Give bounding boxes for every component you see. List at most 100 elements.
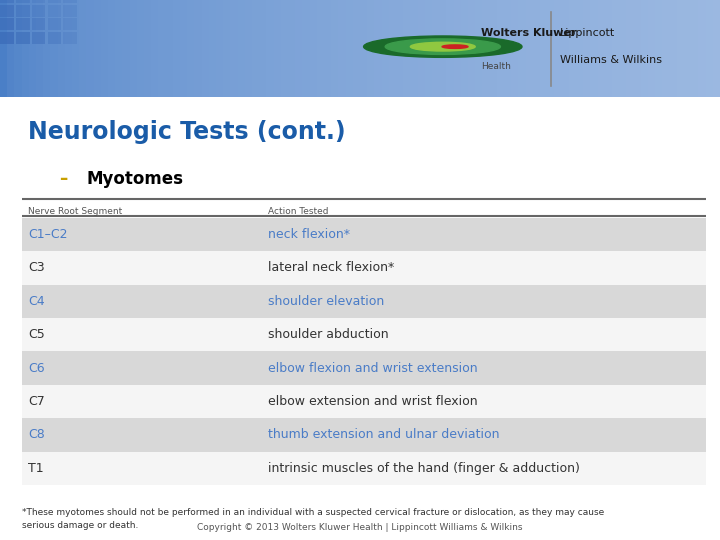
Bar [202,0,209,97]
Bar [166,0,173,97]
Bar [562,0,569,97]
Text: C3: C3 [29,261,45,274]
Bar [590,0,598,97]
Bar [497,0,504,97]
Bar [72,0,79,97]
Text: Williams & Wilkins: Williams & Wilkins [560,55,662,65]
Text: –: – [59,170,68,188]
Bar [115,0,122,97]
Bar [698,0,706,97]
Bar [691,0,698,97]
FancyBboxPatch shape [22,451,706,485]
Bar [475,0,482,97]
Bar [0,5,14,17]
Bar [151,0,158,97]
Bar [274,0,281,97]
Bar [367,0,374,97]
Bar [432,0,439,97]
Circle shape [364,36,522,57]
Bar [353,0,360,97]
Text: C5: C5 [29,328,45,341]
Bar [173,0,180,97]
Text: Copyright © 2013 Wolters Kluwer Health | Lippincott Williams & Wilkins: Copyright © 2013 Wolters Kluwer Health |… [197,523,523,532]
Bar [180,0,187,97]
Bar [374,0,382,97]
Bar [281,0,288,97]
Bar [634,0,641,97]
Bar [158,0,166,97]
Bar [547,0,554,97]
Bar [382,0,389,97]
Bar [108,0,115,97]
Bar [396,0,403,97]
Text: neck flexion*: neck flexion* [268,228,350,241]
Bar [0,18,14,30]
Bar [360,0,367,97]
Bar [655,0,662,97]
Bar [194,0,202,97]
Circle shape [442,45,468,49]
Bar [16,32,30,44]
Bar [468,0,475,97]
Text: C7: C7 [29,395,45,408]
Bar [63,5,77,17]
Bar [641,0,648,97]
Text: C4: C4 [29,295,45,308]
Bar [48,0,61,3]
FancyBboxPatch shape [22,285,706,318]
Bar [713,0,720,97]
Bar [446,0,454,97]
Bar [63,0,77,3]
Text: Myotomes: Myotomes [86,170,184,188]
FancyBboxPatch shape [22,385,706,418]
Text: shoulder elevation: shoulder elevation [268,295,384,308]
Bar [266,0,274,97]
Bar [36,0,43,97]
Bar [16,18,30,30]
Bar [583,0,590,97]
Text: C1–C2: C1–C2 [29,228,68,241]
Text: Neurologic Tests (cont.): Neurologic Tests (cont.) [29,120,346,144]
Text: Action Tested: Action Tested [268,207,328,216]
Text: lateral neck flexion*: lateral neck flexion* [268,261,394,274]
Bar [554,0,562,97]
Bar [576,0,583,97]
Text: Nerve Root Segment: Nerve Root Segment [29,207,122,216]
Text: elbow flexion and wrist extension: elbow flexion and wrist extension [268,362,477,375]
Bar [137,0,144,97]
Bar [295,0,302,97]
Bar [605,0,612,97]
Bar [48,5,61,17]
Text: C8: C8 [29,428,45,442]
Bar [209,0,216,97]
Bar [32,0,45,3]
Bar [14,0,22,97]
Bar [569,0,576,97]
Text: Lippincott: Lippincott [560,28,616,38]
Bar [540,0,547,97]
Bar [22,0,29,97]
Bar [677,0,684,97]
Bar [490,0,497,97]
Bar [454,0,461,97]
Circle shape [385,39,500,55]
Bar [245,0,252,97]
Bar [63,32,77,44]
Bar [122,0,130,97]
Text: T1: T1 [29,462,44,475]
Bar [461,0,468,97]
Bar [619,0,626,97]
Bar [16,0,30,3]
Bar [101,0,108,97]
Bar [187,0,194,97]
FancyBboxPatch shape [22,218,706,251]
Bar [288,0,295,97]
Bar [0,32,14,44]
Bar [58,0,65,97]
Bar [48,32,61,44]
Bar [16,5,30,17]
Bar [648,0,655,97]
Bar [706,0,713,97]
Bar [252,0,259,97]
Text: elbow extension and wrist flexion: elbow extension and wrist flexion [268,395,477,408]
